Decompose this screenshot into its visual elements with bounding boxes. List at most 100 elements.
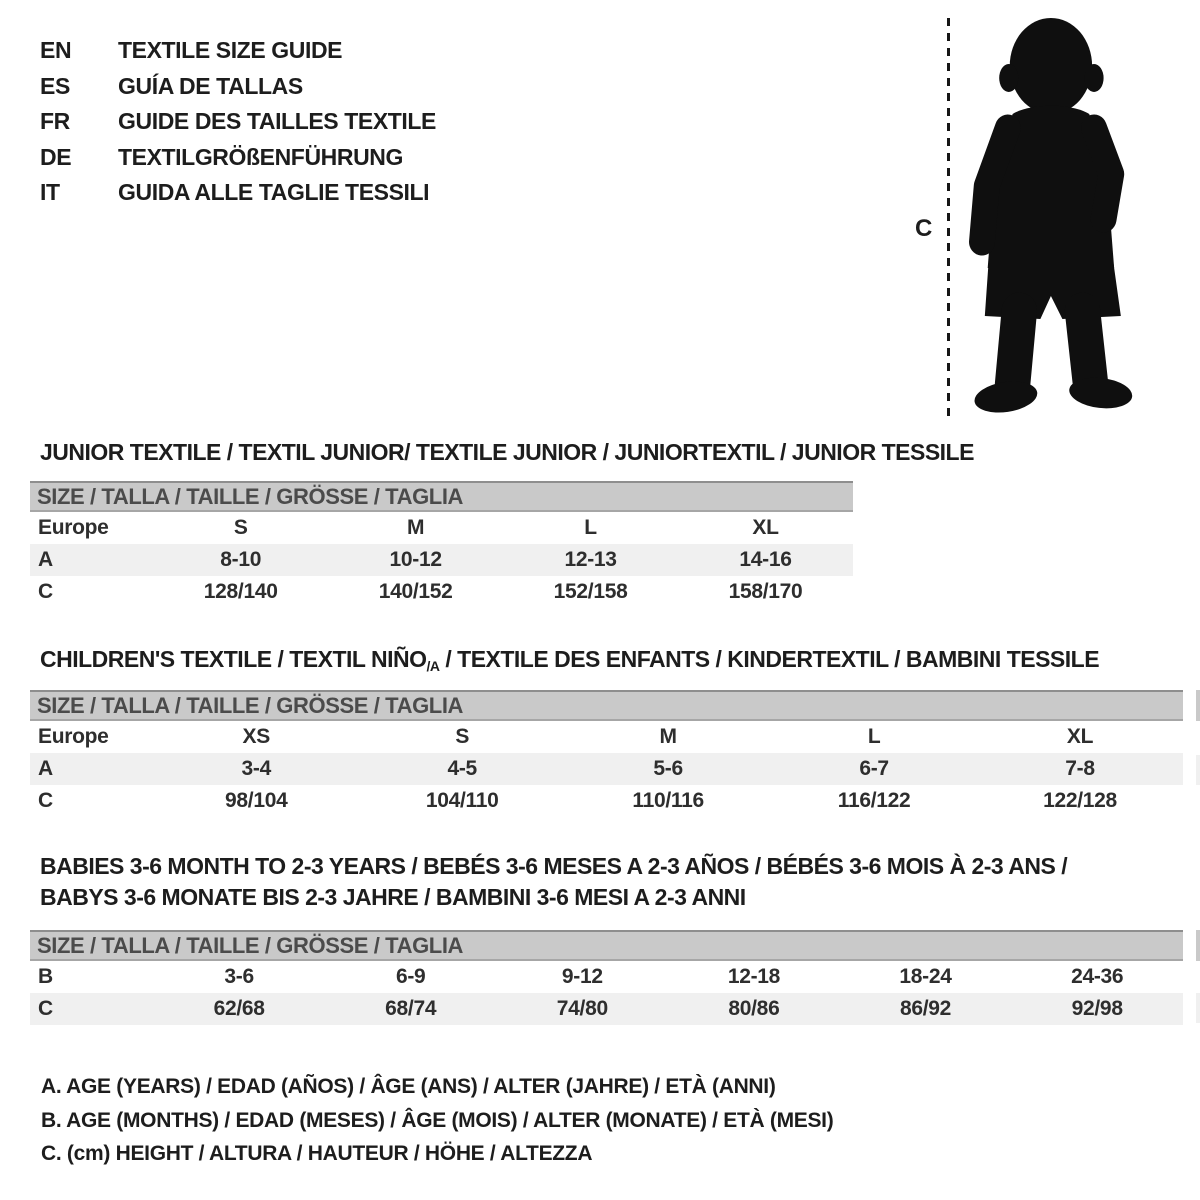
row-label: C (38, 789, 53, 812)
babies-section-heading: BABIES 3-6 MONTH TO 2-3 YEARS / BEBÉS 3-… (40, 851, 1068, 913)
size-cell: 140/152 (378, 580, 453, 603)
size-cell: 14-16 (739, 548, 792, 571)
size-cell: L (867, 725, 881, 748)
junior-section-heading: JUNIOR TEXTILE / TEXTIL JUNIOR/ TEXTILE … (40, 439, 974, 465)
title-row-it: IT GUIDA ALLE TAGLIE TESSILI (40, 175, 436, 211)
size-cell: 7-8 (1065, 757, 1095, 780)
heading-text: / TEXTILE DES ENFANTS / KINDERTEXTIL / B… (439, 646, 1100, 672)
size-cell: XL (752, 516, 779, 539)
title-text: TEXTILGRÖßENFÜHRUNG (118, 143, 403, 170)
size-cell: 116/122 (837, 789, 911, 812)
title-text: GUÍA DE TALLAS (118, 72, 303, 99)
size-cell: XS (242, 725, 271, 748)
cropped-row-fragment (1196, 755, 1200, 785)
size-cell: 3-6 (224, 965, 254, 988)
cropped-bar-fragment (1196, 690, 1200, 721)
height-measure-label: C (915, 215, 933, 242)
size-cell: 9-12 (561, 965, 603, 988)
heading-text: CHILDREN'S TEXTILE / TEXTIL NIÑO (40, 646, 427, 672)
legend-age-years: A. AGE (YEARS) / EDAD (AÑOS) / ÂGE (ANS)… (41, 1075, 776, 1098)
height-measure-figure: C (900, 0, 1200, 430)
size-cell: 62/68 (213, 997, 265, 1020)
heading-line: BABIES 3-6 MONTH TO 2-3 YEARS / BEBÉS 3-… (40, 853, 1068, 879)
babies-size-table: SIZE / TALLA / TAILLE / GRÖSSE / TAGLIA … (30, 930, 1183, 1025)
height-dashed-line (947, 18, 950, 416)
heading-line: BABYS 3-6 MONATE BIS 2-3 JAHRE / BAMBINI… (40, 884, 746, 910)
title-language-list: EN TEXTILE SIZE GUIDE ES GUÍA DE TALLAS … (40, 33, 436, 211)
size-cell: 122/128 (1043, 789, 1117, 812)
children-table: Europe XS S M L XL A 3-4 4-5 5-6 6-7 7-8 C 98/104 104/… (30, 721, 1183, 817)
title-row-de: DE TEXTILGRÖßENFÜHRUNG (40, 140, 436, 176)
language-code: DE (40, 143, 72, 170)
title-row-en: EN TEXTILE SIZE GUIDE (40, 33, 436, 69)
size-cell: 5-6 (653, 757, 683, 780)
row-label: Europe (38, 725, 109, 748)
junior-table: Europe S M L XL A 8-10 10-12 12-13 14-16 C 128/140 1… (30, 512, 853, 608)
size-cell: 6-9 (395, 965, 426, 988)
legend-height-cm: C. (cm) HEIGHT / ALTURA / HAUTEUR / HÖHE… (41, 1142, 593, 1165)
size-cell: 98/104 (225, 789, 288, 812)
row-label: A (38, 757, 53, 780)
cropped-row-fragment (1196, 993, 1200, 1023)
heading-subscript: /A (426, 658, 440, 674)
language-code: EN (40, 37, 72, 63)
size-cell: 152/158 (553, 580, 628, 603)
babies-table: B 3-6 6-9 9-12 12-18 18-24 24-36 C 62/68 68/74 74/… (30, 961, 1183, 1025)
size-cell: 86/92 (900, 997, 952, 1020)
size-cell: 12-13 (564, 548, 617, 571)
row-label: A (38, 548, 53, 571)
size-cell: 12-18 (727, 965, 781, 988)
legend-age-months: B. AGE (MONTHS) / EDAD (MESES) / ÂGE (MO… (41, 1108, 834, 1132)
language-code: IT (40, 179, 60, 205)
title-text: TEXTILE SIZE GUIDE (118, 37, 343, 63)
language-code: FR (40, 108, 70, 134)
size-cell: S (455, 725, 470, 748)
size-header-bar: SIZE / TALLA / TAILLE / GRÖSSE / TAGLIA (30, 481, 853, 512)
size-cell: 4-5 (447, 757, 477, 780)
title-row-fr: FR GUIDE DES TAILLES TEXTILE (40, 104, 436, 140)
size-cell: 80/86 (728, 997, 780, 1020)
title-text: GUIDA ALLE TAGLIE TESSILI (118, 179, 430, 205)
size-header-bar: SIZE / TALLA / TAILLE / GRÖSSE / TAGLIA (30, 690, 1183, 721)
size-cell: 158/170 (728, 580, 803, 603)
size-cell: 24-36 (1071, 965, 1124, 988)
size-cell: 92/98 (1071, 997, 1123, 1020)
row-label: Europe (38, 516, 109, 539)
children-size-table: SIZE / TALLA / TAILLE / GRÖSSE / TAGLIA … (30, 690, 1183, 817)
size-cell: 10-12 (389, 548, 443, 571)
size-cell: 74/80 (556, 997, 608, 1020)
row-label: C (38, 997, 53, 1020)
size-header-bar: SIZE / TALLA / TAILLE / GRÖSSE / TAGLIA (30, 930, 1183, 961)
size-cell: 18-24 (899, 965, 952, 988)
size-cell: 110/116 (632, 789, 704, 812)
size-cell: 128/140 (203, 580, 278, 603)
table-row: Europe XS S M L XL (30, 721, 1183, 753)
junior-size-table: SIZE / TALLA / TAILLE / GRÖSSE / TAGLIA … (30, 481, 853, 608)
children-section-heading: CHILDREN'S TEXTILE / TEXTIL NIÑO/A / TEX… (40, 644, 1100, 682)
measure-legend: A. AGE (YEARS) / EDAD (AÑOS) / ÂGE (ANS)… (41, 1070, 834, 1171)
table-row: B 3-6 6-9 9-12 12-18 18-24 24-36 (30, 961, 1183, 993)
size-cell: M (407, 516, 425, 539)
size-cell: 104/110 (425, 789, 499, 812)
row-label: B (38, 965, 53, 988)
language-code: ES (40, 72, 70, 99)
table-row: A 8-10 10-12 12-13 14-16 (30, 544, 853, 576)
size-cell: M (659, 725, 678, 748)
table-row: C 62/68 68/74 74/80 80/86 86/92 92/98 (30, 993, 1183, 1025)
cropped-bar-fragment (1196, 930, 1200, 961)
size-cell: L (584, 516, 597, 539)
title-row-es: ES GUÍA DE TALLAS (40, 69, 436, 105)
table-row: C 98/104 104/110 110/116 116/122 122/128 (30, 785, 1183, 817)
row-label: C (38, 580, 53, 603)
size-cell: 6-7 (859, 757, 889, 780)
size-cell: S (233, 516, 248, 539)
toddler-silhouette-icon (969, 18, 1133, 413)
title-text: GUIDE DES TAILLES TEXTILE (118, 108, 436, 134)
size-cell: 68/74 (385, 997, 437, 1020)
size-cell: XL (1066, 725, 1094, 748)
table-row: Europe S M L XL (30, 512, 853, 544)
table-row: C 128/140 140/152 152/158 158/170 (30, 576, 853, 608)
size-cell: 3-4 (241, 757, 272, 780)
size-cell: 8-10 (220, 548, 262, 571)
